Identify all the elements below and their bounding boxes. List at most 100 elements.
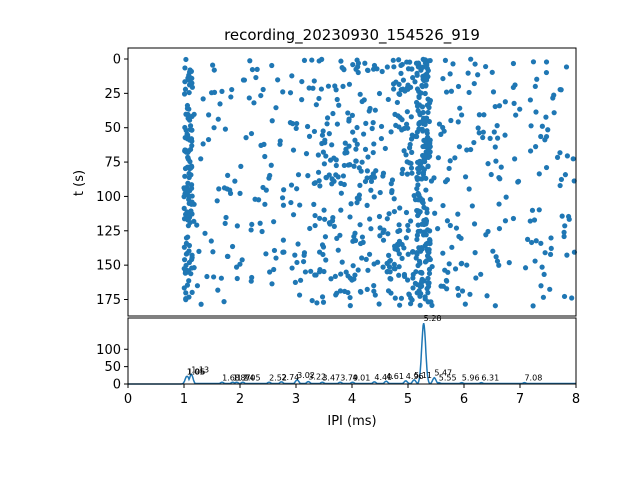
spike-point xyxy=(493,158,499,164)
spike-point xyxy=(561,233,567,240)
spike-point xyxy=(375,259,381,265)
spike-point xyxy=(538,240,544,246)
spike-point xyxy=(440,283,446,289)
spike-point xyxy=(386,211,392,217)
spike-point xyxy=(545,127,551,133)
spike-point xyxy=(243,135,249,141)
spike-point xyxy=(210,62,216,68)
spike-point xyxy=(388,276,394,282)
spike-point xyxy=(323,175,330,181)
spike-point xyxy=(417,195,423,201)
spike-point xyxy=(292,279,298,285)
spike-point xyxy=(215,287,221,293)
spike-point xyxy=(457,105,463,111)
spike-point xyxy=(311,201,317,207)
spike-point xyxy=(380,264,386,270)
spike-point xyxy=(533,144,539,150)
spike-point xyxy=(495,135,501,141)
spike-point xyxy=(269,281,275,287)
spike-point xyxy=(366,251,373,257)
spike-point xyxy=(330,110,336,117)
spike-point xyxy=(281,249,287,255)
spike-point xyxy=(308,268,314,274)
spike-point xyxy=(249,221,255,228)
spike-point xyxy=(341,66,347,72)
spike-point xyxy=(196,248,202,254)
spike-point xyxy=(468,56,474,62)
ipi-histogram: 1.051.061.13 1.681.871.942.05 2.522.743.02… xyxy=(96,314,580,407)
spike-point xyxy=(510,60,517,67)
spike-point xyxy=(303,151,310,157)
spike-point xyxy=(422,121,428,128)
x-tick-label: 1 xyxy=(180,392,188,407)
spike-point xyxy=(334,235,340,241)
spike-point xyxy=(543,59,550,65)
spike-point xyxy=(397,205,403,211)
spike-point xyxy=(427,236,433,243)
spike-point xyxy=(334,290,340,296)
spike-point xyxy=(187,158,193,165)
spike-point xyxy=(446,261,452,267)
spike-point xyxy=(334,96,340,103)
spike-point xyxy=(320,251,326,258)
spike-point xyxy=(354,141,360,147)
spike-point xyxy=(334,121,340,127)
spike-point xyxy=(352,272,358,278)
spike-point xyxy=(388,290,394,296)
spike-point xyxy=(217,101,223,107)
spike-point xyxy=(416,126,422,132)
spike-point xyxy=(406,145,413,151)
spike-point xyxy=(189,113,195,119)
spike-point xyxy=(358,240,364,247)
spike-point xyxy=(181,244,187,250)
spike-point xyxy=(359,98,365,105)
spike-point xyxy=(517,106,523,112)
spike-point xyxy=(458,235,464,241)
spike-point xyxy=(527,97,533,103)
spike-point xyxy=(562,223,568,229)
spike-point xyxy=(367,105,373,112)
spike-point xyxy=(421,137,427,144)
spike-point xyxy=(271,247,278,254)
spike-point xyxy=(184,105,191,112)
spike-point xyxy=(496,225,503,232)
spike-point xyxy=(363,256,369,262)
spike-point xyxy=(311,128,318,135)
spike-point xyxy=(534,76,540,82)
spike-point xyxy=(416,159,422,166)
spike-point xyxy=(391,86,397,92)
spike-point xyxy=(565,213,572,220)
spike-point xyxy=(347,294,353,301)
spike-point xyxy=(183,235,190,241)
spike-point xyxy=(237,261,243,267)
y-tick-label: 125 xyxy=(96,224,121,239)
spike-point xyxy=(397,302,403,308)
spike-point xyxy=(219,88,225,94)
spike-point xyxy=(187,123,194,129)
spike-point xyxy=(262,201,268,207)
spike-point xyxy=(462,174,469,180)
spike-point xyxy=(181,257,188,263)
spike-point xyxy=(357,222,363,228)
spike-point xyxy=(311,180,317,187)
peak-label: 3.02 xyxy=(297,371,315,380)
spike-point xyxy=(419,176,425,182)
spike-point xyxy=(323,257,329,263)
spike-point xyxy=(444,218,451,224)
spike-point xyxy=(229,243,236,250)
spike-point xyxy=(502,132,508,138)
spike-point xyxy=(251,100,257,106)
spike-point xyxy=(346,81,353,87)
spike-point xyxy=(424,253,431,259)
spike-point xyxy=(332,273,338,280)
peak-label: 1.94 xyxy=(237,373,255,382)
spike-point xyxy=(353,146,359,152)
spike-point xyxy=(262,153,268,160)
spike-point xyxy=(496,262,502,268)
spike-point xyxy=(432,210,438,216)
spike-point xyxy=(420,64,426,70)
spike-point xyxy=(327,221,333,227)
y-tick-label: 100 xyxy=(96,343,121,358)
spike-point xyxy=(369,125,375,132)
